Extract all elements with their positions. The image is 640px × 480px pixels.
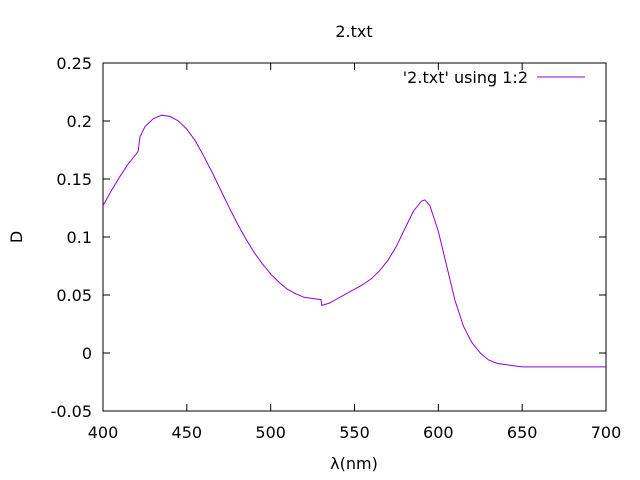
- legend-label: '2.txt' using 1:2: [403, 68, 528, 87]
- x-axis-label: λ(nm): [330, 454, 378, 473]
- y-axis-label: D: [7, 231, 26, 243]
- y-tick-label: -0.05: [51, 402, 92, 421]
- x-tick-label: 600: [423, 423, 454, 442]
- x-tick-label: 700: [591, 423, 622, 442]
- x-tick-label: 400: [88, 423, 119, 442]
- legend: '2.txt' using 1:2: [403, 68, 585, 87]
- x-tick-label: 650: [507, 423, 538, 442]
- y-tick-label: 0.15: [56, 170, 92, 189]
- x-tick-label: 500: [255, 423, 286, 442]
- y-tick-label: 0: [82, 344, 92, 363]
- x-tick-label: 450: [172, 423, 203, 442]
- y-tick-label: 0.25: [56, 54, 92, 73]
- chart-title: 2.txt: [335, 22, 372, 41]
- y-axis-ticks: -0.05 0 0.05 0.1 0.15 0.2 0.25: [51, 54, 606, 421]
- x-tick-label: 550: [339, 423, 370, 442]
- y-tick-label: 0.2: [67, 112, 92, 131]
- x-axis-ticks: 400 450 500 550 600 650 700: [88, 63, 622, 442]
- y-tick-label: 0.05: [56, 286, 92, 305]
- series-line: [102, 114, 606, 368]
- y-tick-label: 0.1: [67, 228, 92, 247]
